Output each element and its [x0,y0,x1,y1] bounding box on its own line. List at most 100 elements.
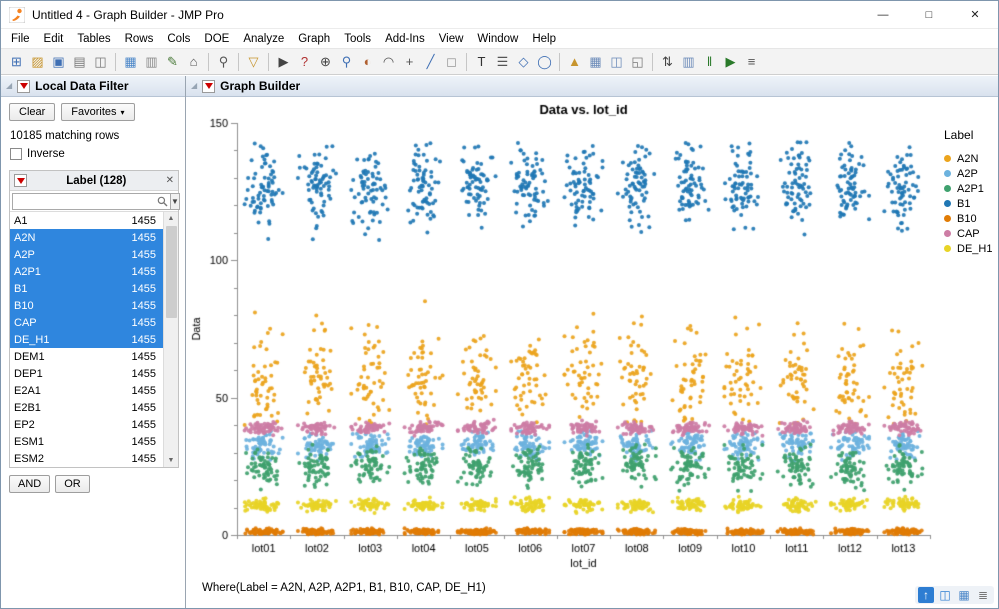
bars-tool-icon[interactable]: ‖ [706,54,713,69]
filter-row-ep2[interactable]: EP2 1455 [10,416,178,433]
filter-value-label: DEM1 [14,350,45,363]
arrow-tool-icon[interactable]: ▶ [278,54,289,69]
text-tool-icon[interactable]: T [477,54,486,69]
oval-tool-icon[interactable]: ◯ [537,54,552,69]
copy-icon[interactable]: ◫ [94,54,107,69]
graph-red-triangle-menu-icon[interactable] [202,79,216,93]
legend-item-a2n[interactable]: A2N [944,151,999,166]
filter-value-count: 1455 [131,248,156,261]
legend-item-cap[interactable]: CAP [944,226,999,241]
menu-analyze[interactable]: Analyze [243,32,285,45]
columns-tool-icon[interactable]: ▥ [682,54,695,69]
scroll-up-icon[interactable]: ▲ [167,215,175,222]
legend-item-b10[interactable]: B10 [944,211,999,226]
filter-row-b1[interactable]: B1 1455 [10,280,178,297]
legend-item-a2p1[interactable]: A2P1 [944,181,999,196]
collapse-triangle-icon[interactable]: ◢ [191,81,198,90]
script-editor-icon[interactable]: ✎ [167,54,178,69]
column-red-triangle-icon[interactable] [14,174,27,187]
graph-canvas[interactable] [186,97,941,579]
window-layout-icon[interactable]: ◫ [610,54,623,69]
open-file-icon[interactable]: ▨ [31,54,44,69]
red-triangle-menu-icon[interactable] [17,79,31,93]
search-combo-dropdown-icon[interactable]: ▼ [171,192,180,210]
close-button[interactable]: ✕ [970,9,980,21]
and-button[interactable]: AND [9,475,51,493]
filter-row-cap[interactable]: CAP 1455 [10,314,178,331]
sort-tool-icon[interactable]: ⇅ [662,54,673,69]
legend-item-de_h1[interactable]: DE_H1 [944,241,999,256]
flag-marker-icon[interactable]: ▲ [568,54,581,69]
help-tool-icon[interactable]: ? [300,54,309,69]
run-script-icon[interactable]: ▶ [725,54,736,69]
favorites-button[interactable]: Favorites ▾ [61,103,135,121]
filter-column-title: Label (128) [66,174,127,187]
line-tool-icon[interactable]: ╱ [426,54,435,69]
list-tool-icon[interactable]: ☰ [496,54,509,69]
minimize-button[interactable]: — [877,8,889,21]
new-data-table-icon[interactable]: ⊞ [11,54,22,69]
brush-tool-icon[interactable]: ◐ [363,54,372,69]
filter-row-dep1[interactable]: DEP1 1455 [10,365,178,382]
polygon-tool-icon[interactable]: ◇ [518,54,529,69]
lasso-tool-icon[interactable]: ◠ [382,54,395,69]
menu-tools[interactable]: Tools [344,32,372,45]
legend-item-a2p[interactable]: A2P [944,166,999,181]
remove-filter-icon[interactable]: ✕ [165,175,174,186]
legend-item-b1[interactable]: B1 [944,196,999,211]
zoom-in-tool-icon[interactable]: ⊕ [320,54,331,69]
filter-row-esm1[interactable]: ESM1 1455 [10,433,178,450]
filter-row-e2a1[interactable]: E2A1 1455 [10,382,178,399]
window-manager-icon[interactable]: ◫ [939,588,951,602]
filter-row-a2n[interactable]: A2N 1455 [10,229,178,246]
collapse-triangle-icon[interactable]: ◢ [6,81,13,90]
filter-row-b10[interactable]: B10 1455 [10,297,178,314]
home-window-icon[interactable]: ⌂ [189,54,198,69]
grid-window-icon[interactable]: ▦ [589,54,602,69]
data-filter-icon[interactable]: ▽ [248,54,259,69]
search-icon[interactable]: ⚲ [218,54,229,69]
legend-label: DE_H1 [957,242,993,255]
save-icon[interactable]: ▣ [52,54,65,69]
menu-graph[interactable]: Graph [298,32,331,45]
filter-row-a2p[interactable]: A2P 1455 [10,246,178,263]
table-preview-icon[interactable]: ◱ [631,54,644,69]
scroll-up-button-icon[interactable]: ↑ [918,587,934,603]
filter-row-dem1[interactable]: DEM1 1455 [10,348,178,365]
menu-doe[interactable]: DOE [204,32,230,45]
filter-row-a2p1[interactable]: A2P1 1455 [10,263,178,280]
menu-help[interactable]: Help [532,32,556,45]
menu-view[interactable]: View [438,32,464,45]
filter-row-e2b1[interactable]: E2B1 1455 [10,399,178,416]
journal-log-icon[interactable]: ≡ [747,54,756,69]
maximize-button[interactable]: □ [925,8,933,21]
menu-rows[interactable]: Rows [124,32,154,45]
filter-row-esm2[interactable]: ESM2 1455 [10,450,178,467]
print-preview-icon[interactable]: ▤ [73,54,86,69]
graph-panel-title: Graph Builder [220,79,301,93]
filter-search-input[interactable] [15,195,157,207]
menu-window[interactable]: Window [477,32,519,45]
magnifier-tool-icon[interactable]: ⚲ [341,54,352,69]
menu-edit[interactable]: Edit [43,32,64,45]
eraser-tool-icon[interactable]: ◻ [446,54,457,69]
inverse-checkbox[interactable] [10,148,22,160]
journal-icon[interactable]: ▥ [145,54,158,69]
menu-cols[interactable]: Cols [167,32,191,45]
clear-button[interactable]: Clear [9,103,56,121]
filter-row-a1[interactable]: A1 1455 [10,212,178,229]
menu-tables[interactable]: Tables [77,32,111,45]
menu-add-ins[interactable]: Add-Ins [385,32,425,45]
toolbar-separator [208,52,209,71]
data-table-shortcut-icon[interactable]: ▦ [958,588,970,602]
data-table-icon[interactable]: ▦ [124,54,137,69]
crosshair-tool-icon[interactable]: + [405,54,414,69]
filter-list-scrollbar[interactable]: ▲ ▼ [163,212,178,467]
menu-file[interactable]: File [11,32,30,45]
jmp-app-icon[interactable] [9,6,25,23]
log-shortcut-icon[interactable]: ≣ [977,588,989,602]
scroll-down-icon[interactable]: ▼ [167,457,175,464]
or-button[interactable]: OR [55,475,90,493]
scrollbar-thumb[interactable] [165,226,177,318]
filter-row-de_h1[interactable]: DE_H1 1455 [10,331,178,348]
